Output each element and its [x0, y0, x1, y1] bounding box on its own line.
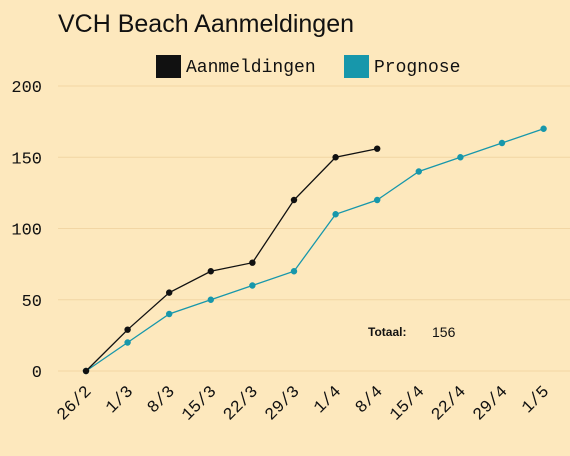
point-prognose-15-4 [415, 168, 422, 175]
y-axis-ticks: 0 50 100 150 200 [11, 79, 42, 383]
legend: Aanmeldingen Prognose [156, 55, 460, 78]
x-tick-26-2: 26/2 [54, 383, 96, 425]
grid [58, 85, 570, 372]
x-axis-ticks: 26/2 1/3 8/3 15/3 22/3 29/3 1/4 8/4 15/4 22/4 29/4… [54, 383, 554, 425]
point-prognose-8-3 [166, 310, 173, 318]
legend-swatch-aanmeldingen [156, 55, 181, 78]
point-prognose-15-3 [207, 296, 214, 303]
point-aanmeldingen-8-4 [374, 145, 381, 152]
total-value: 156 [432, 324, 456, 340]
point-aanmeldingen-1-3 [124, 326, 131, 333]
y-tick-50: 50 [22, 293, 42, 312]
x-tick-29-4: 29/4 [470, 383, 512, 425]
x-tick-22-3: 22/3 [220, 383, 262, 425]
series-line-prognose [85, 128, 544, 372]
point-aanmeldingen-1-4 [332, 154, 339, 161]
point-prognose-22-3 [249, 282, 256, 289]
x-tick-15-3: 15/3 [179, 383, 221, 425]
x-tick-29-3: 29/3 [262, 383, 304, 425]
legend-label-aanmeldingen: Aanmeldingen [186, 58, 316, 78]
point-prognose-1-3 [124, 339, 131, 346]
legend-swatch-prognose [344, 55, 369, 78]
point-prognose-29-4 [498, 139, 506, 147]
x-tick-8-4: 8/4 [352, 383, 387, 418]
x-tick-1-5: 1/5 [519, 383, 554, 418]
point-prognose-1-5 [540, 125, 547, 132]
y-tick-150: 150 [11, 150, 42, 169]
x-tick-8-3: 8/3 [144, 383, 179, 418]
point-aanmeldingen-15-3 [207, 268, 214, 275]
point-aanmeldingen-26-2 [82, 367, 90, 375]
legend-label-prognose: Prognose [374, 58, 460, 78]
point-aanmeldingen-22-3 [249, 259, 256, 266]
series-line-aanmeldingen [85, 148, 378, 372]
chart-title: VCH Beach Aanmeldingen [58, 10, 354, 38]
point-prognose-1-4 [332, 211, 339, 218]
y-tick-100: 100 [11, 222, 42, 241]
point-prognose-8-4 [374, 196, 381, 204]
x-tick-22-4: 22/4 [428, 383, 470, 425]
x-tick-1-4: 1/4 [311, 383, 346, 418]
point-aanmeldingen-8-3 [166, 289, 173, 296]
point-prognose-22-4 [457, 154, 464, 161]
series [82, 125, 547, 375]
total-label: Totaal: [368, 325, 406, 339]
y-tick-200: 200 [11, 79, 42, 98]
x-tick-15-4: 15/4 [387, 383, 429, 425]
point-aanmeldingen-29-3 [290, 196, 298, 204]
y-tick-0: 0 [32, 364, 42, 383]
point-prognose-29-3 [290, 268, 298, 275]
x-tick-1-3: 1/3 [103, 383, 138, 418]
